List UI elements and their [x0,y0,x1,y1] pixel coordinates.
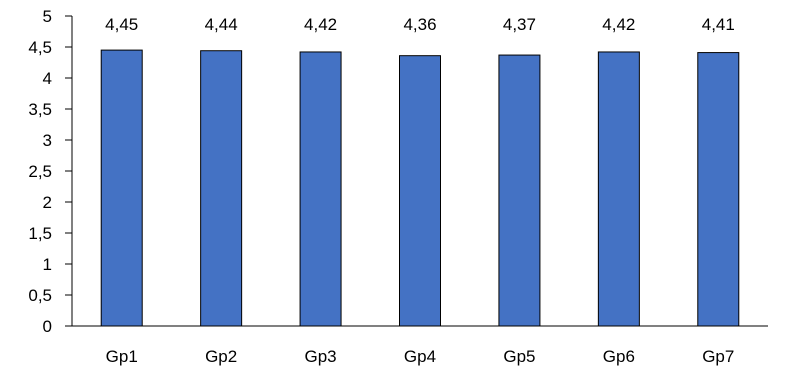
bar-gp2 [200,50,243,327]
y-tick-label: 3 [43,131,52,150]
data-label-gp7: 4,41 [702,15,735,34]
data-label-gp3: 4,42 [304,15,337,34]
bar-gp3 [299,51,342,327]
y-tick-label: 4 [43,69,52,88]
data-label-gp4: 4,36 [403,15,436,34]
y-tick-label: 4,5 [28,38,52,57]
data-label-gp6: 4,42 [602,15,635,34]
y-tick-label: 0 [43,317,52,336]
bar-series [100,49,740,327]
y-axis-tick-labels: 0 0,5 1 1,5 2 2,5 3 3,5 4 4,5 5 [28,7,52,336]
data-label-gp5: 4,37 [503,15,536,34]
x-category-label: Gp3 [305,347,337,366]
y-tick-label: 0,5 [28,286,52,305]
bar-gp4 [399,55,441,327]
y-tick-label: 5 [43,7,52,26]
bar-gp6 [597,51,640,327]
y-tick-label: 1,5 [28,224,52,243]
data-labels: 4,45 4,44 4,42 4,36 4,37 4,42 4,41 [105,15,735,34]
x-category-label: Gp5 [503,347,535,366]
bar-gp5 [498,54,541,327]
y-tick-label: 1 [43,255,52,274]
y-tick-label: 2,5 [28,162,52,181]
x-category-label: Gp2 [205,347,237,366]
data-label-gp1: 4,45 [105,15,138,34]
x-category-label: Gp7 [702,347,734,366]
data-label-gp2: 4,44 [205,15,238,34]
bar-gp7 [697,52,740,327]
y-tick-label: 3,5 [28,100,52,119]
y-axis-ticks [65,15,72,327]
x-axis-category-labels: Gp1 Gp2 Gp3 Gp4 Gp5 Gp6 Gp7 [106,347,735,366]
bar-gp1 [100,49,143,327]
y-tick-label: 2 [43,193,52,212]
x-category-label: Gp4 [404,347,436,366]
x-category-label: Gp1 [106,347,138,366]
x-category-label: Gp6 [603,347,635,366]
